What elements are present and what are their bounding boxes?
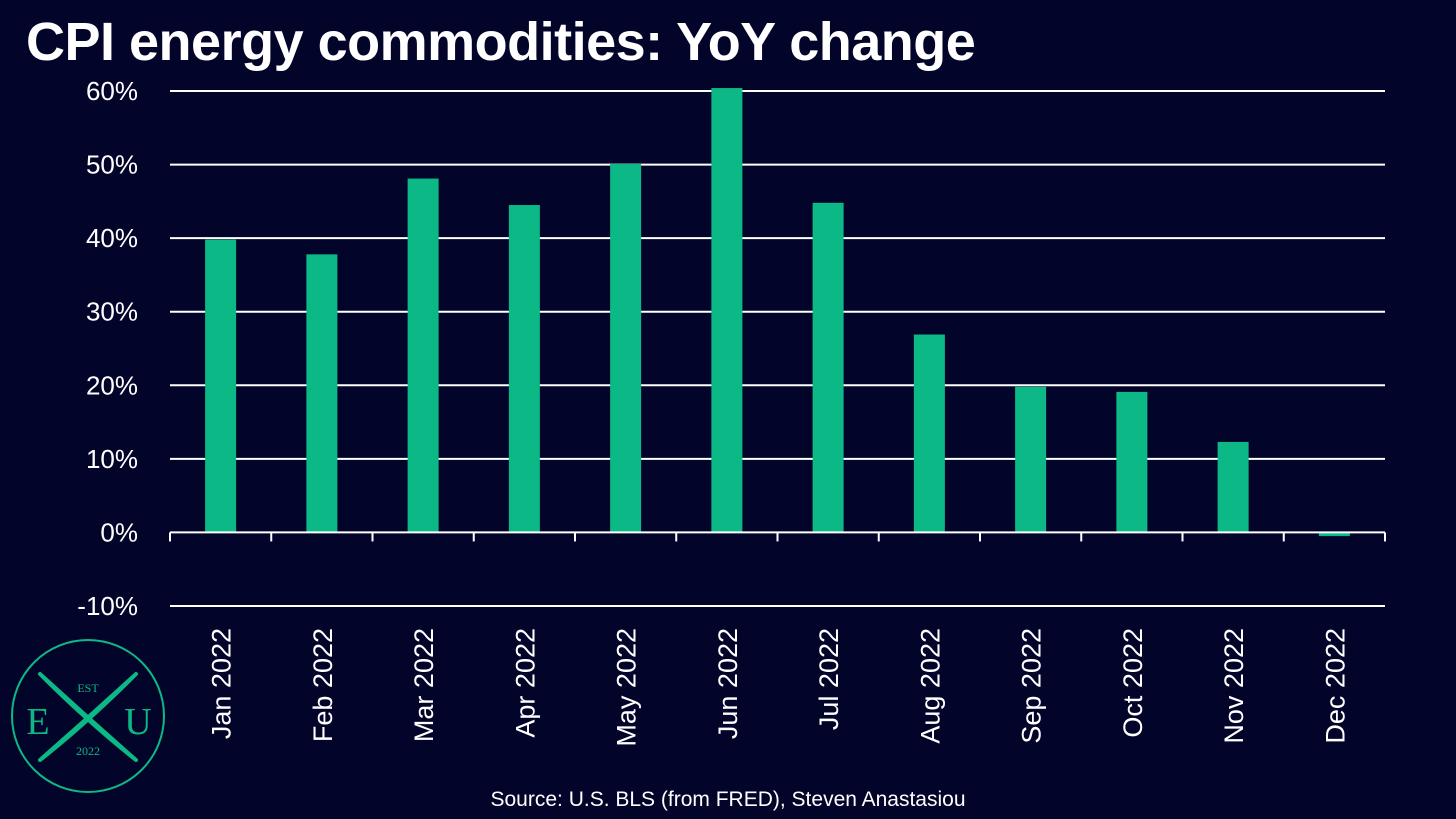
y-tick-label: -10% [77,591,138,621]
x-tick-label: Dec 2022 [1320,628,1350,744]
chart-title: CPI energy commodities: YoY change [26,12,976,72]
logo-letter-e: E [26,701,49,743]
x-tick-label: Feb 2022 [308,628,338,742]
bar-nov-2022 [1217,441,1249,533]
logo-cross-stroke [38,672,138,762]
bar-sep-2022 [1015,386,1047,533]
x-tick-label: Apr 2022 [510,628,540,738]
x-tick-label: Sep 2022 [1017,628,1047,744]
logo-year-text: 2022 [76,744,100,758]
bar-feb-2022 [306,254,338,533]
y-tick-label: 10% [86,444,138,474]
x-tick-label: May 2022 [612,628,642,747]
x-axis [169,531,1386,542]
y-tick-label: 20% [86,370,138,400]
bar-may-2022 [610,163,642,533]
x-tick-labels: Jan 2022 Feb 2022 Mar 2022 Apr 2022 May 2022… [207,628,1351,747]
source-note: Source: U.S. BLS (from FRED), Steven Ana… [490,788,966,811]
bar-aug-2022 [913,334,945,533]
x-tick-label: Aug 2022 [915,628,945,744]
x-tick-label: Nov 2022 [1219,628,1249,744]
y-tick-label: 60% [86,76,138,106]
x-tick-label: Mar 2022 [409,628,439,742]
y-tick-label: 50% [86,150,138,180]
exu-logo: EST E U 2022 [11,639,165,793]
y-tick-label: 30% [86,297,138,327]
bar-apr-2022 [508,205,540,533]
bar-jul-2022 [812,202,844,533]
x-tick-label: Oct 2022 [1118,628,1148,738]
x-tick-label: Jan 2022 [207,628,237,739]
logo-ring [11,639,165,793]
bars [205,88,1350,537]
y-tick-labels: -10% 0% 10% 20% 30% 40% 50% 60% [77,76,138,621]
logo-est-text: EST [77,681,99,695]
gridlines [170,90,1385,607]
y-tick-label: 0% [100,517,138,547]
y-tick-label: 40% [86,223,138,253]
bar-dec-2022 [1318,532,1350,537]
x-tick-label: Jul 2022 [814,628,844,730]
bar-oct-2022 [1116,391,1148,533]
x-tick-label: Jun 2022 [713,628,743,739]
bar-jun-2022 [711,88,743,533]
bar-mar-2022 [407,178,439,533]
bar-jan-2022 [205,239,237,533]
logo-letter-u: U [124,701,151,743]
logo-cross-stroke [38,672,138,762]
